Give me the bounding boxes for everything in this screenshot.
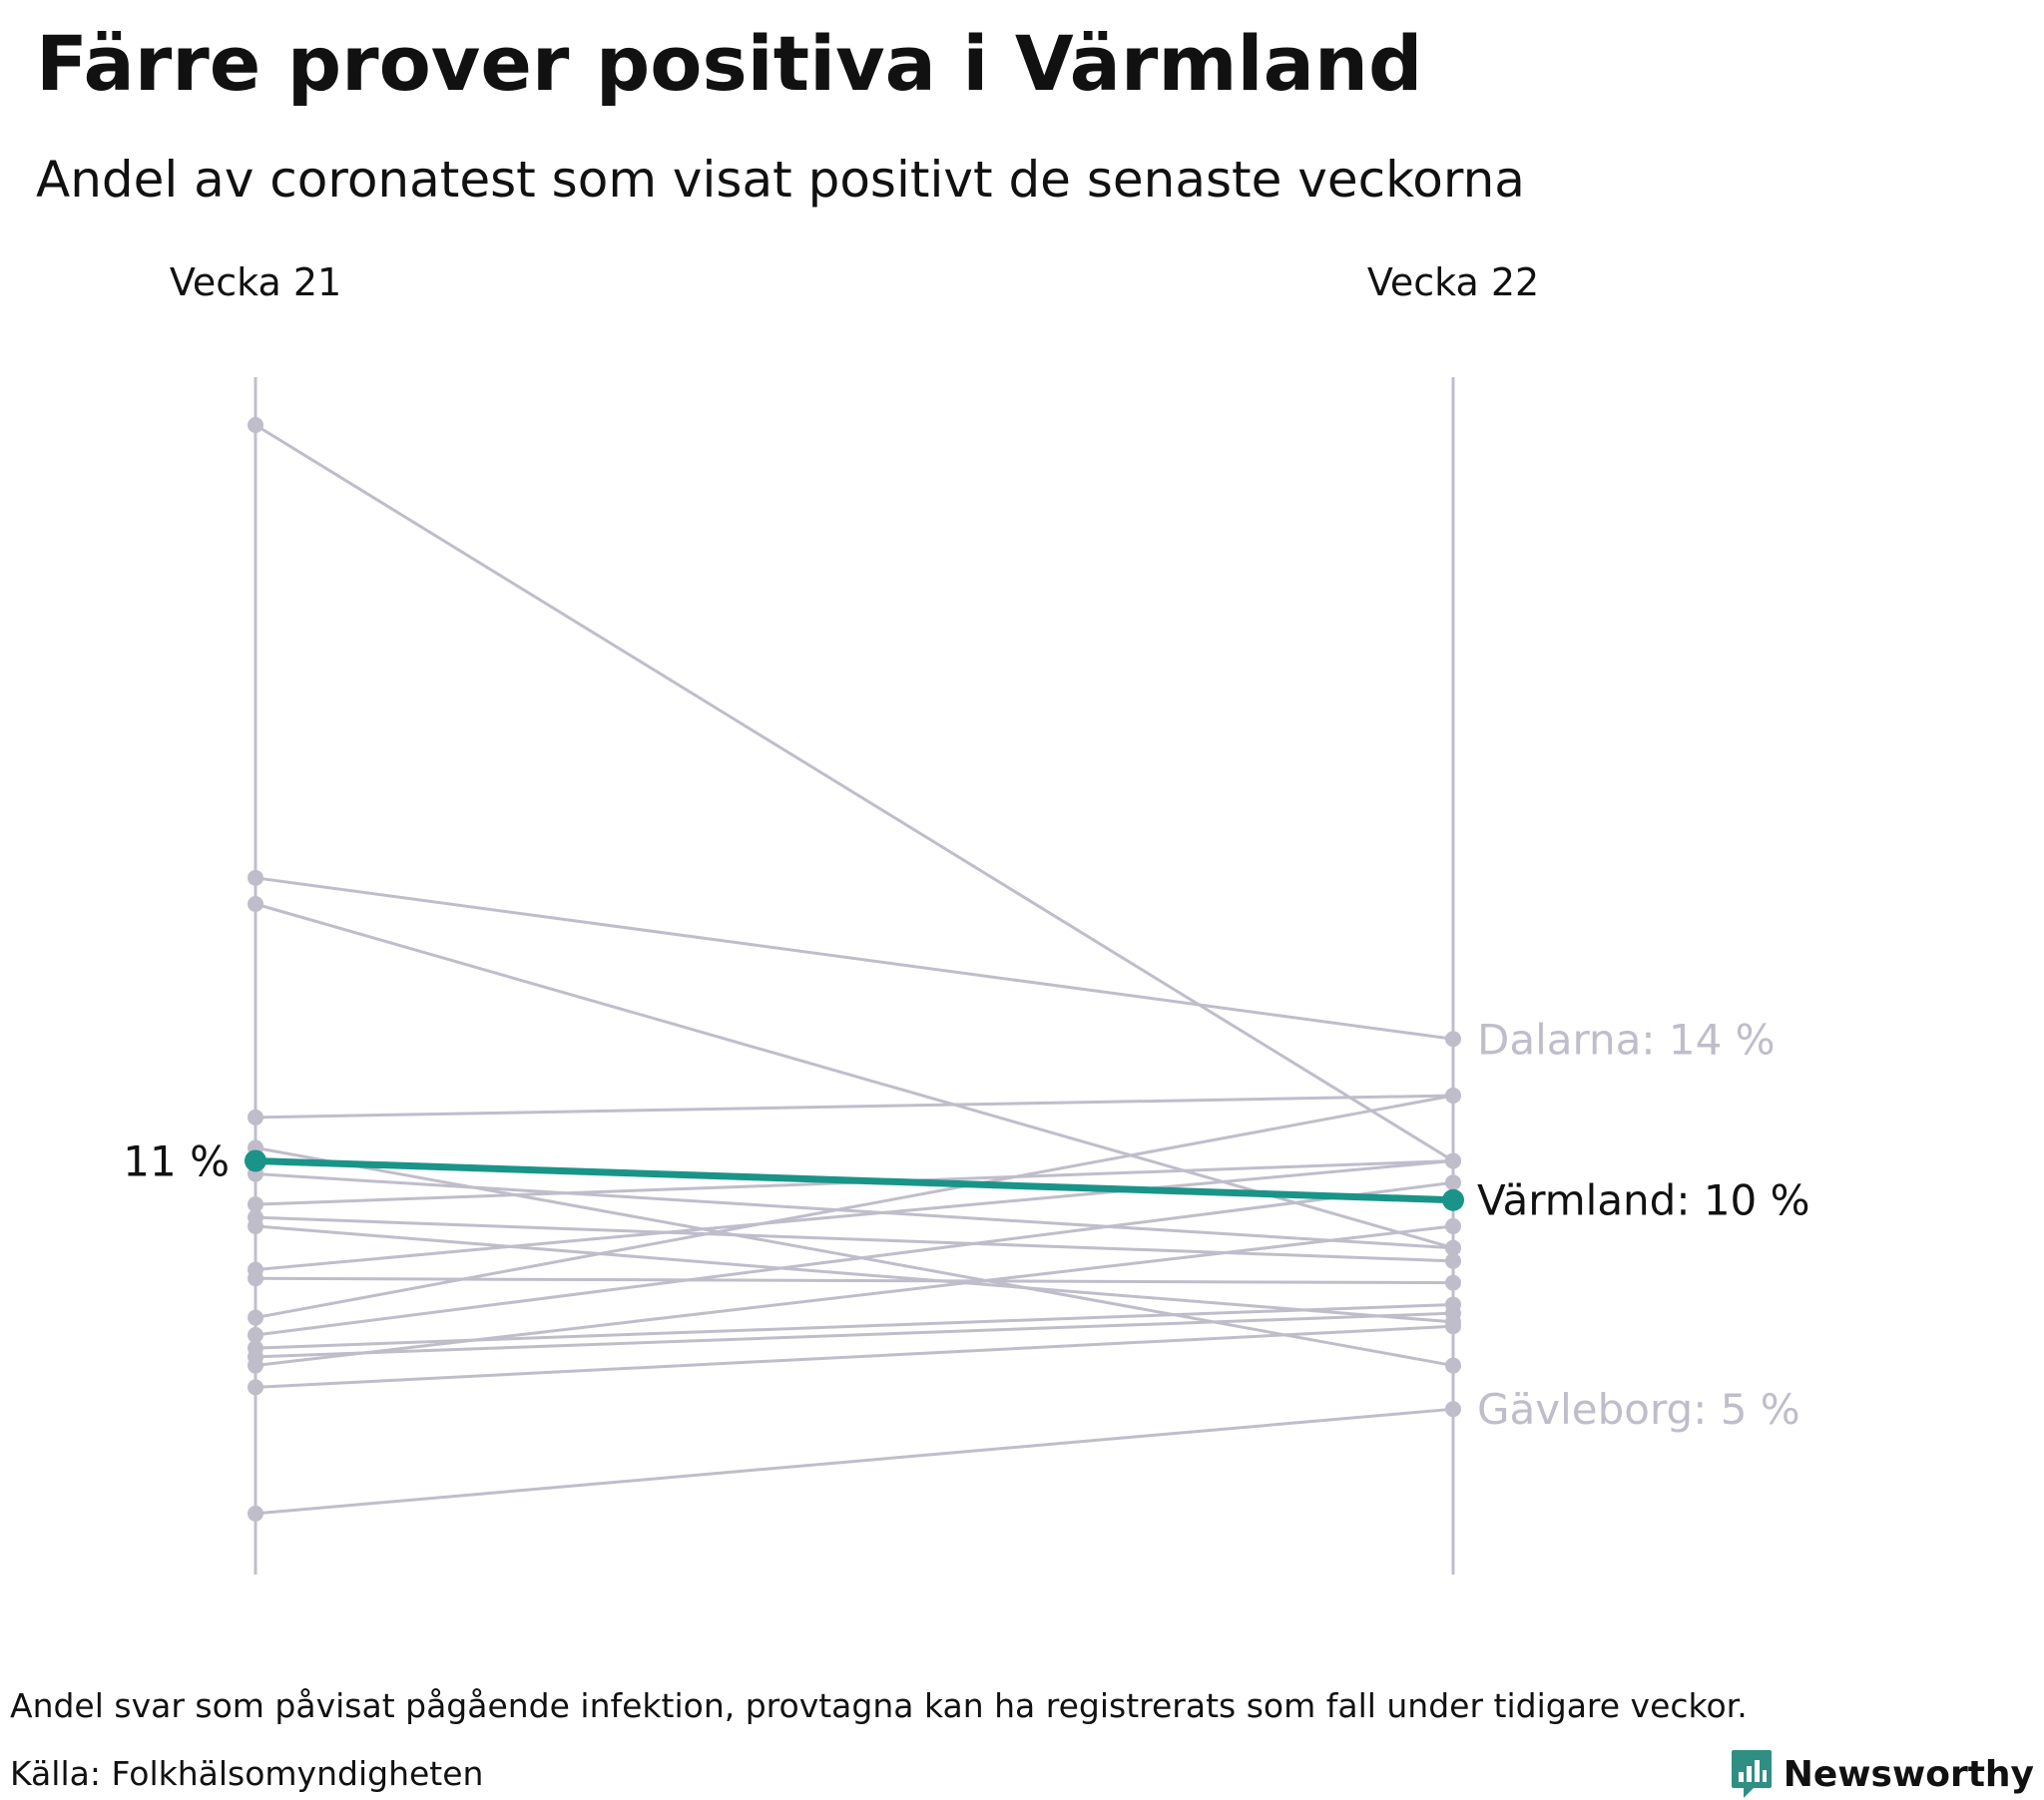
series-line-region-8 [255, 1215, 1454, 1263]
point-vecka-22-region-10 [1445, 1152, 1461, 1169]
end-label-gavleborg: Gävleborg: 5 % [1477, 1385, 1800, 1434]
point-vecka-21-region-9 [248, 1217, 263, 1234]
point-vecka-22-region-13 [1445, 1174, 1461, 1191]
point-vecka-21-region-7 [248, 1196, 263, 1213]
series-line-region-6 [255, 1172, 1454, 1250]
brand-logo: Newsworthy [1730, 1748, 2034, 1800]
point-vecka-22-region-8 [1445, 1252, 1461, 1269]
series-line-region-1 [255, 423, 1454, 1162]
brand-name: Newsworthy [1783, 1753, 2034, 1795]
highlight-start-label: 11 % [123, 1136, 230, 1185]
series-line-region-16 [255, 1224, 1454, 1368]
point-vecka-22-region-17 [1445, 1318, 1461, 1335]
point-vecka-21-region-16 [248, 1357, 263, 1374]
column-label-vecka-21: Vecka 21 [170, 260, 341, 304]
point-vecka-22-region-12 [1445, 1088, 1461, 1104]
series-line-region-15 [255, 1311, 1454, 1359]
series-line-region-10 [255, 1158, 1454, 1272]
point-vecka-21-dalarna [248, 869, 263, 886]
point-vecka-22-dalarna [1445, 1031, 1461, 1048]
highlight-point-vecka-22 [1442, 1188, 1464, 1211]
chart-title: Färre prover positiva i Värmland [36, 19, 1423, 108]
series-line-region-5 [255, 1145, 1454, 1368]
point-vecka-22-region-6 [1445, 1239, 1461, 1256]
column-label-vecka-22: Vecka 22 [1367, 260, 1539, 304]
point-vecka-21-region-13 [248, 1327, 263, 1343]
point-vecka-22-region-11 [1445, 1274, 1461, 1291]
series-line-region-13 [255, 1180, 1454, 1337]
series-line-region-11 [255, 1276, 1454, 1285]
series-layer [248, 417, 1461, 1522]
series-line-region-4 [255, 1094, 1454, 1120]
point-vecka-22-region-5 [1445, 1357, 1461, 1374]
point-vecka-21-region-1 [248, 417, 263, 433]
source-note: Källa: Folkhälsomyndigheten [10, 1754, 484, 1793]
series-line-gavleborg [255, 1407, 1454, 1516]
footnote: Andel svar som påvisat pågående infektio… [10, 1686, 1748, 1725]
series-line-dalarna [255, 876, 1454, 1041]
point-vecka-22-region-16 [1445, 1217, 1461, 1234]
series-line-region-17 [255, 1324, 1454, 1389]
chart-subtitle: Andel av coronatest som visat positivt d… [36, 151, 1525, 209]
point-vecka-21-region-11 [248, 1270, 263, 1287]
point-vecka-21-region-3 [248, 896, 263, 912]
point-vecka-21-gavleborg [248, 1505, 263, 1522]
point-vecka-21-region-4 [248, 1109, 263, 1125]
point-vecka-21-region-12 [248, 1309, 263, 1326]
end-label-dalarna: Dalarna: 14 % [1477, 1015, 1776, 1064]
point-vecka-21-region-17 [248, 1379, 263, 1396]
point-vecka-22-region-15 [1445, 1305, 1461, 1322]
highlight-end-label: Värmland: 10 % [1477, 1176, 1810, 1225]
point-vecka-22-gavleborg [1445, 1401, 1461, 1418]
series-line-region-12 [255, 1094, 1454, 1320]
highlight-layer [245, 1149, 1464, 1211]
newsworthy-logo-icon [1731, 1750, 1772, 1798]
slope-chart: Vecka 21 Vecka 22 11 % Värmland: 10 % Da… [123, 260, 1810, 1575]
series-line-region-9 [255, 1224, 1454, 1324]
highlight-point-vecka-21 [245, 1149, 266, 1172]
highlight-line-varmland [252, 1156, 1457, 1204]
